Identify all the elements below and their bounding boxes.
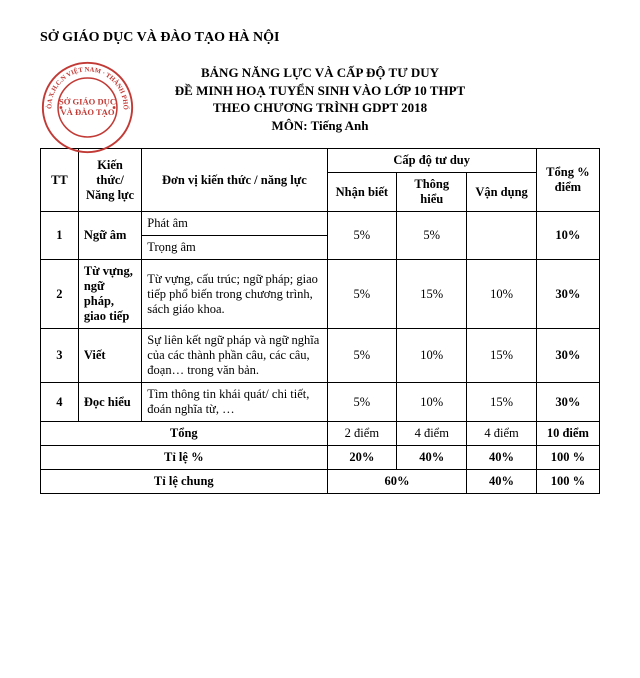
cell-topic: Từ vựng, ngữ pháp, giao tiếp — [78, 260, 141, 329]
th-total: Tổng % điểm — [536, 149, 599, 212]
stamp-inner-line1: SỞ GIÁO DỤC — [59, 97, 116, 107]
th-tt: TT — [41, 149, 79, 212]
overall-total: 100 % — [536, 470, 599, 494]
cell-total: 30% — [536, 383, 599, 422]
cell-unit: Sự liên kết ngữ pháp và ngữ nghĩa của cá… — [142, 329, 327, 383]
table-row-sum: Tổng 2 điểm 4 điểm 4 điểm 10 điểm — [41, 422, 600, 446]
cell-tt: 3 — [41, 329, 79, 383]
table-row-pct: Tỉ lệ % 20% 40% 40% 100 % — [41, 446, 600, 470]
competency-table: TT Kiến thức/ Năng lực Đơn vị kiến thức … — [40, 148, 600, 494]
pct-total: 100 % — [536, 446, 599, 470]
pct-apply: 40% — [467, 446, 536, 470]
sum-understand: 4 điểm — [397, 422, 467, 446]
cell-tt: 4 — [41, 383, 79, 422]
th-understand: Thông hiểu — [397, 173, 467, 212]
table-row-overall: Tỉ lệ chung 60% 40% 100 % — [41, 470, 600, 494]
cell-total: 10% — [536, 212, 599, 260]
th-cognition-group: Cấp độ tư duy — [327, 149, 536, 173]
cell-apply: 15% — [467, 329, 536, 383]
cell-unit: Từ vựng, cấu trúc; ngữ pháp; giao tiếp p… — [142, 260, 327, 329]
cell-apply: 15% — [467, 383, 536, 422]
official-stamp: CỘNG HÒA X.H.C.N VIỆT NAM · THÀNH PHỐ HÀ… — [40, 60, 135, 155]
overall-right: 40% — [467, 470, 536, 494]
th-knowledge: Kiến thức/ Năng lực — [78, 149, 141, 212]
cell-unit: Tìm thông tin khái quát/ chi tiết, đoán … — [142, 383, 327, 422]
pct-recognize: 20% — [327, 446, 397, 470]
table-row: 4 Đọc hiểu Tìm thông tin khái quát/ chi … — [41, 383, 600, 422]
sum-recognize: 2 điểm — [327, 422, 397, 446]
overall-label: Tỉ lệ chung — [41, 470, 328, 494]
stamp-inner-line2: VÀ ĐÀO TẠO — [61, 107, 115, 117]
th-unit: Đơn vị kiến thức / năng lực — [142, 149, 327, 212]
cell-tt: 2 — [41, 260, 79, 329]
cell-understand: 5% — [397, 212, 467, 260]
table-row: 1 Ngữ âm Phát âm 5% 5% 10% — [41, 212, 600, 236]
cell-recognize: 5% — [327, 212, 397, 260]
cell-recognize: 5% — [327, 260, 397, 329]
cell-apply — [467, 212, 536, 260]
table-row: 2 Từ vựng, ngữ pháp, giao tiếp Từ vựng, … — [41, 260, 600, 329]
cell-unit-a: Phát âm — [142, 212, 327, 236]
cell-recognize: 5% — [327, 329, 397, 383]
cell-topic: Viết — [78, 329, 141, 383]
pct-understand: 40% — [397, 446, 467, 470]
cell-total: 30% — [536, 329, 599, 383]
org-name: SỞ GIÁO DỤC VÀ ĐÀO TẠO HÀ NỘI — [40, 30, 600, 46]
pct-label: Tỉ lệ % — [41, 446, 328, 470]
th-apply: Vận dụng — [467, 173, 536, 212]
table-row: 3 Viết Sự liên kết ngữ pháp và ngữ nghĩa… — [41, 329, 600, 383]
cell-understand: 10% — [397, 329, 467, 383]
cell-topic: Đọc hiểu — [78, 383, 141, 422]
cell-recognize: 5% — [327, 383, 397, 422]
cell-unit-b: Trọng âm — [142, 236, 327, 260]
sum-apply: 4 điểm — [467, 422, 536, 446]
cell-tt: 1 — [41, 212, 79, 260]
cell-understand: 15% — [397, 260, 467, 329]
sum-total: 10 điểm — [536, 422, 599, 446]
th-recognize: Nhận biết — [327, 173, 397, 212]
cell-total: 30% — [536, 260, 599, 329]
cell-topic: Ngữ âm — [78, 212, 141, 260]
overall-left: 60% — [327, 470, 467, 494]
sum-label: Tổng — [41, 422, 328, 446]
cell-understand: 10% — [397, 383, 467, 422]
cell-apply: 10% — [467, 260, 536, 329]
